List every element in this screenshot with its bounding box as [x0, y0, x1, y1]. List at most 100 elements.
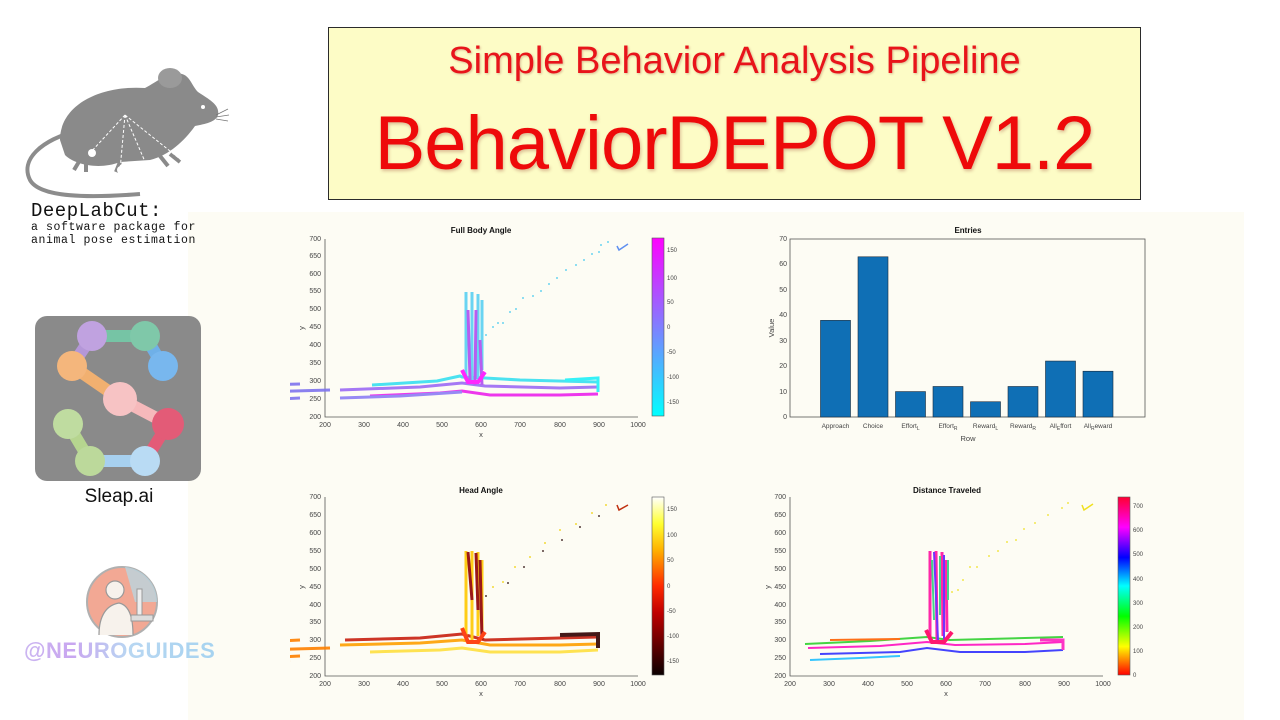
svg-text:400: 400	[309, 602, 321, 609]
svg-text:900: 900	[593, 681, 605, 688]
svg-text:700: 700	[979, 681, 991, 688]
svg-text:600: 600	[309, 530, 321, 537]
x-axis-label: Row	[960, 434, 976, 443]
x-axis-label: x	[479, 689, 483, 698]
neuroguides-avatar	[85, 565, 159, 639]
svg-text:300: 300	[1133, 601, 1144, 607]
sleap-label: Sleap.ai	[84, 486, 154, 507]
y-axis-label: y	[297, 585, 306, 589]
svg-text:50: 50	[667, 558, 674, 564]
scientist-microscope-icon	[86, 566, 158, 638]
x-category-label: AllEffort	[1050, 423, 1072, 432]
x-ticks: 200 300 400 500 600 700 800 900 1000	[319, 422, 646, 429]
chart-title: Distance Traveled	[913, 486, 981, 495]
svg-text:-50: -50	[667, 350, 676, 356]
svg-text:800: 800	[554, 422, 566, 429]
svg-text:200: 200	[1133, 625, 1144, 631]
y-axis-label: Value	[767, 319, 776, 338]
svg-text:700: 700	[309, 494, 321, 501]
svg-text:-150: -150	[667, 400, 680, 406]
svg-text:200: 200	[784, 681, 796, 688]
svg-text:300: 300	[774, 637, 786, 644]
chart-title: Full Body Angle	[451, 226, 512, 235]
x-category-label: Approach	[822, 423, 850, 430]
svg-text:300: 300	[358, 681, 370, 688]
bar	[820, 320, 851, 418]
svg-text:1000: 1000	[630, 681, 646, 688]
diagonal-points	[951, 502, 1069, 593]
svg-text:1000: 1000	[630, 422, 646, 429]
svg-text:50: 50	[779, 287, 787, 294]
trajectory-scatter	[290, 551, 600, 662]
chart-distance-traveled: Distance Traveled 200 250 300 350 400 450 50…	[763, 486, 1144, 698]
svg-text:600: 600	[1133, 528, 1144, 534]
svg-text:500: 500	[436, 422, 448, 429]
svg-text:150: 150	[667, 507, 678, 513]
colorbar	[651, 496, 665, 676]
svg-text:300: 300	[823, 681, 835, 688]
svg-text:50: 50	[667, 300, 674, 306]
svg-text:450: 450	[309, 324, 321, 331]
colorbar-ticks: 150 100 50 0 -50 -100 -150	[667, 248, 680, 406]
colorbar-ticks: 150 100 50 0 -50 -100 -150	[667, 507, 680, 665]
svg-text:600: 600	[475, 681, 487, 688]
svg-text:60: 60	[779, 261, 787, 268]
bar	[932, 386, 964, 418]
y-axis-label: y	[297, 326, 306, 330]
bar	[895, 391, 926, 418]
svg-text:700: 700	[514, 681, 526, 688]
svg-text:0: 0	[667, 325, 671, 331]
svg-text:700: 700	[1133, 504, 1144, 510]
svg-text:200: 200	[319, 422, 331, 429]
y-ticks: 0 10 20 30 40 50 60 70	[779, 236, 787, 421]
deeplabcut-logo	[20, 60, 230, 200]
svg-text:500: 500	[309, 566, 321, 573]
x-category-label: Choice	[863, 423, 884, 430]
svg-text:400: 400	[774, 602, 786, 609]
title-banner: Simple Behavior Analysis Pipeline Behavi…	[328, 27, 1141, 200]
svg-text:400: 400	[862, 681, 874, 688]
svg-text:500: 500	[901, 681, 913, 688]
svg-text:300: 300	[309, 378, 321, 385]
svg-text:700: 700	[309, 236, 321, 243]
svg-text:250: 250	[774, 655, 786, 662]
banner-title: BehaviorDEPOT V1.2	[374, 101, 1096, 186]
svg-text:500: 500	[774, 566, 786, 573]
svg-text:700: 700	[514, 422, 526, 429]
bar	[1082, 370, 1114, 418]
svg-text:40: 40	[779, 312, 787, 319]
svg-text:700: 700	[774, 494, 786, 501]
svg-text:250: 250	[309, 655, 321, 662]
chart-title: Head Angle	[459, 486, 503, 495]
chart-entries: Entries 0 10 20 30 40 50 60 70 Value Row Appr…	[767, 226, 1146, 443]
svg-text:200: 200	[319, 681, 331, 688]
svg-text:30: 30	[779, 338, 787, 345]
svg-text:-150: -150	[667, 659, 680, 665]
svg-text:800: 800	[554, 681, 566, 688]
banner-subtitle: Simple Behavior Analysis Pipeline	[448, 40, 1021, 82]
svg-text:550: 550	[309, 288, 321, 295]
svg-text:650: 650	[309, 512, 321, 519]
svg-text:450: 450	[309, 584, 321, 591]
bar	[1007, 386, 1039, 418]
svg-text:200: 200	[774, 673, 786, 680]
svg-text:400: 400	[309, 342, 321, 349]
sleap-logo-icon	[35, 316, 201, 481]
colorbar	[651, 237, 665, 417]
svg-text:200: 200	[309, 414, 321, 421]
diagonal-points	[485, 241, 609, 336]
x-category-label: RewardR	[1010, 423, 1036, 432]
x-category-label: RewardL	[973, 423, 998, 432]
svg-text:600: 600	[774, 530, 786, 537]
svg-text:500: 500	[436, 681, 448, 688]
svg-text:-100: -100	[667, 634, 680, 640]
trajectory-scatter	[290, 292, 600, 400]
svg-text:800: 800	[1019, 681, 1031, 688]
svg-text:0: 0	[783, 414, 787, 421]
svg-text:500: 500	[309, 306, 321, 313]
colorbar	[1117, 496, 1131, 676]
svg-text:150: 150	[667, 248, 678, 254]
svg-text:600: 600	[475, 422, 487, 429]
